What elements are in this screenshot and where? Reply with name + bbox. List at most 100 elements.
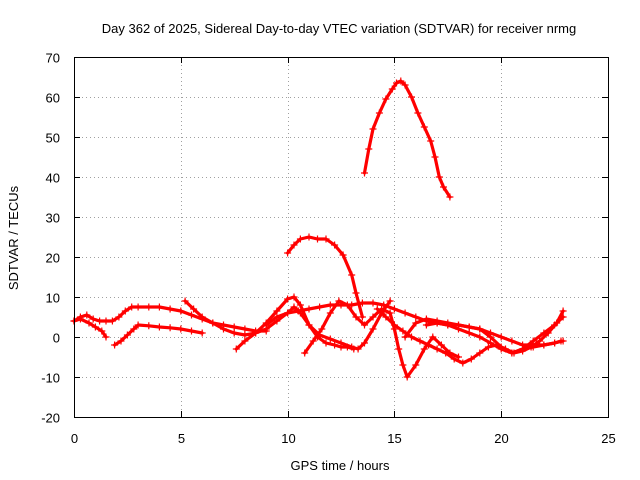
data-point bbox=[361, 169, 368, 177]
data-point bbox=[361, 339, 368, 347]
data-point bbox=[316, 303, 324, 311]
data-point bbox=[375, 109, 383, 117]
data-point bbox=[369, 299, 377, 307]
data-point bbox=[230, 329, 238, 337]
data-point bbox=[427, 137, 435, 145]
data-point bbox=[358, 299, 366, 307]
x-axis-label: GPS time / hours bbox=[291, 458, 390, 473]
data-point bbox=[284, 249, 292, 257]
data-point bbox=[365, 145, 373, 153]
data-point bbox=[318, 325, 326, 333]
data-point bbox=[559, 337, 567, 345]
data-point bbox=[331, 241, 339, 249]
data-point bbox=[414, 109, 422, 117]
data-point bbox=[188, 327, 195, 335]
data-point bbox=[397, 77, 405, 85]
data-point bbox=[83, 311, 91, 319]
data-point bbox=[369, 125, 377, 133]
data-point bbox=[408, 333, 415, 341]
y-tick-label: 50 bbox=[46, 131, 60, 146]
data-point bbox=[198, 329, 206, 337]
y-axis-label: SDTVAR / TECUs bbox=[6, 185, 21, 290]
data-point bbox=[145, 303, 153, 311]
data-point bbox=[123, 331, 131, 339]
data-point bbox=[188, 311, 195, 319]
data-point bbox=[301, 349, 309, 357]
data-point bbox=[433, 345, 441, 353]
data-point bbox=[465, 329, 473, 337]
data-point bbox=[220, 325, 227, 333]
data-point bbox=[155, 323, 163, 331]
data-point bbox=[166, 305, 174, 313]
x-tick-label: 25 bbox=[601, 431, 615, 446]
data-point bbox=[416, 337, 424, 345]
data-point bbox=[305, 305, 313, 313]
data-point bbox=[350, 345, 358, 353]
data-point bbox=[467, 355, 475, 363]
data-point bbox=[177, 325, 185, 333]
y-tick-label: 40 bbox=[46, 171, 60, 186]
data-point bbox=[130, 325, 138, 333]
data-point bbox=[98, 327, 106, 335]
data-point bbox=[134, 321, 142, 329]
data-point bbox=[89, 315, 97, 323]
data-point bbox=[401, 309, 409, 317]
series-trace bbox=[403, 315, 565, 355]
data-point bbox=[358, 313, 366, 321]
data-point bbox=[440, 183, 447, 191]
data-point bbox=[232, 345, 240, 353]
data-point bbox=[401, 333, 409, 341]
data-point bbox=[399, 327, 407, 335]
data-point bbox=[559, 307, 567, 315]
y-tick-label: 70 bbox=[46, 51, 60, 66]
data-point bbox=[331, 341, 339, 349]
data-series bbox=[70, 77, 567, 381]
y-tick-label: -20 bbox=[41, 411, 60, 426]
data-point bbox=[508, 349, 516, 357]
data-point bbox=[352, 289, 360, 297]
x-tick-label: 0 bbox=[71, 431, 78, 446]
data-point bbox=[444, 321, 452, 329]
data-point bbox=[422, 321, 430, 329]
data-point bbox=[326, 335, 334, 343]
data-point bbox=[390, 321, 398, 329]
data-point bbox=[294, 307, 302, 315]
x-tick-label: 20 bbox=[494, 431, 508, 446]
data-point bbox=[314, 235, 321, 243]
axis-ticks: 0 5 10 15 20 25 -20 -10 0 10 20 30 40 50 60 70 bbox=[41, 51, 616, 447]
data-point bbox=[284, 295, 292, 303]
data-point bbox=[322, 235, 330, 243]
data-point bbox=[348, 301, 356, 309]
data-point bbox=[296, 301, 304, 309]
data-point bbox=[326, 309, 334, 317]
data-point bbox=[369, 325, 377, 333]
data-point bbox=[117, 337, 125, 345]
data-point bbox=[241, 331, 249, 339]
data-point bbox=[476, 333, 484, 341]
data-point bbox=[326, 301, 334, 309]
data-point bbox=[551, 339, 559, 347]
data-point bbox=[390, 305, 398, 313]
data-point bbox=[337, 301, 345, 309]
data-point bbox=[296, 235, 304, 243]
y-tick-label: 0 bbox=[53, 331, 60, 346]
data-point bbox=[252, 329, 260, 337]
data-point bbox=[382, 313, 390, 321]
data-point bbox=[361, 321, 368, 329]
x-tick-label: 15 bbox=[387, 431, 401, 446]
data-point bbox=[497, 333, 505, 341]
series-arc-mid bbox=[284, 233, 366, 321]
y-tick-label: -10 bbox=[41, 371, 60, 386]
data-point bbox=[484, 343, 492, 351]
data-point bbox=[420, 123, 428, 131]
data-point bbox=[388, 85, 396, 93]
data-point bbox=[121, 307, 129, 315]
series-arc-c bbox=[111, 321, 206, 349]
data-point bbox=[437, 341, 445, 349]
data-point bbox=[403, 373, 411, 381]
data-point bbox=[108, 317, 116, 325]
data-point bbox=[425, 341, 433, 349]
data-point bbox=[155, 303, 163, 311]
series-arc-j bbox=[422, 319, 567, 357]
